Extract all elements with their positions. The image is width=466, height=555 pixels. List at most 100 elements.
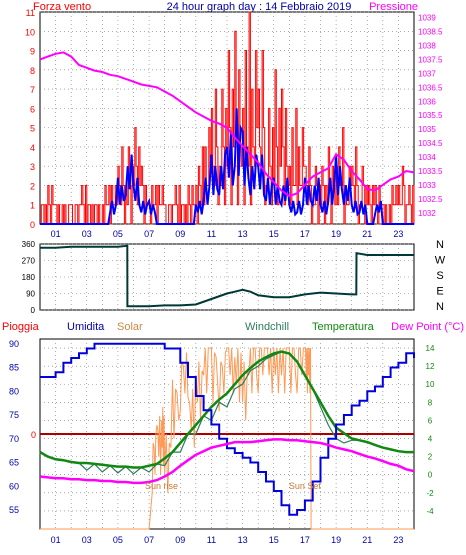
y-tick-label-humidity: 70 [9, 434, 19, 444]
y-tick-label-temperature: 0 [428, 471, 433, 480]
y-tick-label-wind: 9 [30, 47, 35, 57]
y-tick-label-temperature: -4 [426, 507, 434, 516]
y-tick-label-humidity: 90 [9, 339, 19, 349]
direction-series [40, 244, 414, 308]
x-tick-label: 11 [207, 229, 216, 239]
y-tick-label-wind: 3 [30, 162, 35, 172]
y-tick-label-wind: 5 [30, 124, 35, 134]
x-tick-label: 17 [300, 535, 310, 545]
x-tick-label: 21 [362, 535, 372, 545]
y-tick-label-pressure: 1034 [418, 153, 436, 162]
y-tick-label-temperature: 2 [428, 453, 433, 462]
humidity-label: Umidita [67, 321, 105, 333]
y-tick-label-wind: 7 [30, 85, 35, 95]
y-tick-label-wind: 2 [30, 181, 35, 191]
compass-label: S [436, 270, 443, 282]
x-tick-label: 13 [238, 535, 248, 545]
y-tick-label-temperature: 12 [426, 362, 435, 371]
y-tick-label-wind: 4 [30, 143, 35, 153]
x-tick-label: 03 [82, 535, 92, 545]
pressure-label: Pressione [369, 1, 418, 13]
chart-title: 24 hour graph day : 14 Febbraio 2019 [167, 1, 352, 13]
x-tick-label: 13 [238, 229, 248, 239]
y-tick-label-pressure: 1035.5 [418, 111, 443, 120]
x-tick-label: 19 [331, 535, 341, 545]
sunset-annotation: Sun Set [289, 481, 322, 491]
y-tick-label-pressure: 1035 [418, 125, 436, 134]
x-tick-label: 07 [144, 229, 154, 239]
x-tick-label: 23 [393, 535, 403, 545]
y-tick-label-temperature: -2 [426, 489, 434, 498]
y-tick-label-pressure: 1036 [418, 97, 436, 106]
humidity-series [40, 342, 415, 516]
gust-series [40, 11, 415, 225]
y-tick-label-pressure: 1038 [418, 41, 436, 50]
y-tick-label-wind: 11 [26, 8, 35, 18]
x-tick-label: 09 [175, 229, 185, 239]
y-tick-label-temperature: 4 [428, 435, 433, 444]
y-tick-label-direction: 360 [22, 240, 36, 249]
y-tick-label-pressure: 1037.5 [418, 55, 443, 64]
wind-force-label: Forza vento [33, 1, 91, 13]
y-tick-label-direction: 270 [22, 257, 36, 266]
y-tick-label-humidity: 55 [9, 505, 19, 515]
y-tick-label-pressure: 1032.5 [418, 195, 443, 204]
x-tick-label: 05 [113, 229, 123, 239]
y-tick-label-pressure: 1033.5 [418, 167, 443, 176]
x-tick-label: 09 [175, 535, 185, 545]
x-tick-label: 17 [300, 229, 310, 239]
x-tick-label: 15 [269, 229, 279, 239]
x-tick-label: 07 [144, 535, 154, 545]
y-tick-label-humidity: 65 [9, 458, 19, 468]
y-tick-label-wind: 1 [30, 201, 35, 211]
compass-label: E [436, 286, 443, 298]
y-tick-label-humidity: 75 [9, 410, 19, 420]
y-tick-label-pressure: 1038.5 [418, 28, 443, 37]
x-tick-label: 21 [362, 229, 372, 239]
y-tick-label-direction: 90 [26, 290, 35, 299]
chart-marks: 0123456789101110321032.510331033.5103410… [9, 8, 446, 545]
windchill-series [39, 351, 414, 475]
y-tick-label-wind: 8 [30, 66, 35, 76]
y-tick-label-pressure: 1032 [418, 209, 436, 218]
y-tick-label-temperature: 8 [428, 398, 433, 407]
y-tick-label-temperature: 6 [428, 416, 433, 425]
y-tick-label-temperature: 10 [426, 380, 435, 389]
windchill-label: Windchill [245, 321, 289, 333]
x-tick-label: 15 [269, 535, 279, 545]
y-tick-label-pressure: 1039 [418, 14, 436, 23]
rain-value-label: 0 [31, 430, 36, 440]
y-tick-label-pressure: 1034.5 [418, 139, 443, 148]
y-tick-label-humidity: 85 [9, 363, 19, 373]
y-tick-label-wind: 0 [30, 220, 35, 230]
y-tick-label-direction: 0 [31, 306, 36, 315]
wind-series [40, 108, 414, 225]
y-tick-label-pressure: 1033 [418, 181, 436, 190]
sunrise-annotation: Sun rise [145, 481, 178, 491]
compass-label: N [436, 239, 444, 251]
x-tick-label: 01 [51, 535, 61, 545]
dewpoint-label: Dew Point (°C) [391, 321, 464, 333]
temperature-label: Temperatura [312, 321, 375, 333]
y-tick-label-temperature: 14 [426, 344, 435, 353]
x-tick-label: 23 [393, 229, 403, 239]
solar-series [40, 347, 414, 530]
y-tick-label-wind: 10 [25, 27, 35, 37]
solar-label: Solar [117, 321, 143, 333]
x-tick-label: 19 [331, 229, 341, 239]
dewpoint-series [39, 438, 415, 485]
pressure-series [39, 51, 415, 198]
x-tick-label: 11 [207, 535, 216, 545]
y-tick-label-humidity: 80 [9, 386, 19, 396]
y-tick-label-pressure: 1037 [418, 69, 436, 78]
x-tick-label: 05 [113, 535, 123, 545]
x-tick-label: 01 [51, 229, 61, 239]
y-tick-label-wind: 6 [30, 104, 35, 114]
rain-label: Pioggia [2, 321, 40, 333]
y-tick-label-pressure: 1036.5 [418, 83, 443, 92]
x-tick-label: 03 [82, 229, 92, 239]
compass-label: W [435, 255, 446, 267]
temperature-series [39, 350, 414, 469]
